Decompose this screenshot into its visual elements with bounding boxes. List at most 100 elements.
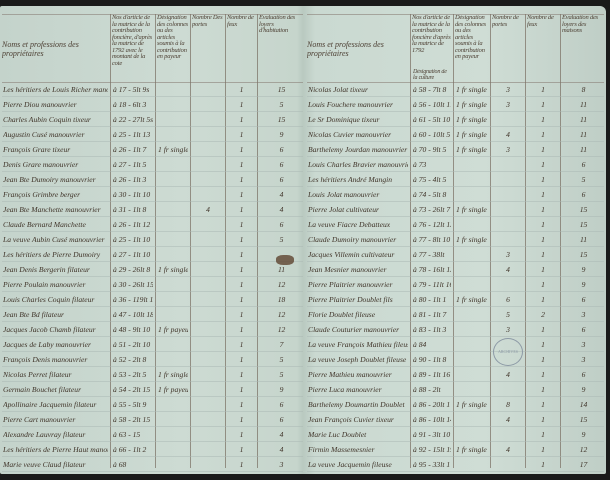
owner-name: La veuve Joseph Doublet fileuse — [308, 355, 407, 364]
doors-count — [193, 324, 223, 335]
article-number: à 79 - 11lt 16 — [413, 280, 451, 289]
hearths-count: 1 — [541, 265, 545, 274]
right-subheader: Désignation de la culture — [413, 69, 447, 81]
hearths-count: 2 — [541, 310, 545, 319]
designation — [456, 159, 488, 170]
ruled-line — [307, 321, 604, 322]
hearths-count: 1 — [541, 205, 545, 214]
doors-count — [193, 369, 223, 380]
owner-name: Les héritiers de Pierre Dumoiry — [3, 250, 101, 259]
ruled-line — [307, 456, 604, 457]
ruled-line — [307, 471, 604, 472]
doors-count — [193, 219, 223, 230]
rent-valuation: 9 — [581, 430, 586, 439]
ruled-line — [2, 471, 303, 472]
designation: 1 fr single — [158, 145, 188, 154]
doors-count — [193, 279, 223, 290]
rent-valuation: 3 — [581, 340, 586, 349]
article-number: à 58 - 2lt 15 — [113, 415, 151, 424]
doors-count — [193, 159, 223, 170]
rent-valuation: 14 — [579, 400, 588, 409]
owner-name: Les héritiers de Pierre Haut manouvrier — [3, 445, 108, 454]
owner-name: Alexandre Lauvray filateur — [3, 430, 86, 439]
hearths-count: 1 — [239, 415, 244, 424]
ruled-line — [307, 216, 604, 217]
column-header: Nombre de feux — [227, 15, 254, 28]
hearths-count: 1 — [541, 235, 545, 244]
owner-name: Jean Mesnier manouvrier — [308, 265, 387, 274]
owner-name: Louis Charles Coquin filateur — [3, 295, 95, 304]
doors-count: 3 — [506, 145, 510, 154]
doors-count — [193, 414, 223, 425]
article-number: à 58 - 7lt 8 — [413, 85, 447, 94]
doors-count — [193, 294, 223, 305]
hearths-count: 1 — [541, 130, 545, 139]
rent-valuation: 4 — [279, 205, 284, 214]
article-number: à 84 — [413, 340, 427, 349]
doors-count — [193, 249, 223, 260]
doors-count — [193, 339, 223, 350]
rent-valuation: 4 — [279, 190, 284, 199]
column-divider — [410, 14, 411, 468]
article-number: à 78 - 16lt 13 — [413, 265, 451, 274]
designation — [158, 279, 188, 290]
rent-valuation: 6 — [279, 160, 284, 169]
hearths-count: 1 — [239, 445, 244, 454]
article-number: à 75 - 4lt 5 — [413, 175, 447, 184]
rent-valuation: 15 — [277, 85, 286, 94]
hearths-count: 1 — [239, 100, 244, 109]
ruled-line — [2, 171, 303, 172]
column-header: Nos d'article de la matrice de la contri… — [112, 15, 152, 67]
ruled-line — [307, 351, 604, 352]
hearths-count: 1 — [541, 415, 545, 424]
rent-valuation: 5 — [279, 100, 284, 109]
column-divider — [155, 14, 156, 468]
hearths-count: 1 — [239, 130, 244, 139]
article-number: à 83 - 1lt 3 — [413, 325, 447, 334]
ruled-line — [307, 366, 604, 367]
ruled-line — [2, 426, 303, 427]
ruled-line — [307, 246, 604, 247]
owner-name: Pierre Diou manouvrier — [3, 100, 77, 109]
article-number: à 90 - 1lt 8 — [413, 355, 447, 364]
designation — [158, 219, 188, 230]
doors-count — [193, 84, 223, 95]
rent-valuation: 7 — [279, 340, 284, 349]
rent-valuation: 6 — [279, 145, 284, 154]
column-header: Nombre Des portes — [192, 15, 223, 28]
doors-count — [493, 174, 523, 185]
designation — [456, 459, 488, 470]
hearths-count: 1 — [541, 370, 545, 379]
article-number: à 51 - 2lt 10 — [113, 340, 151, 349]
article-number: à 27 - 1lt 5 — [113, 160, 147, 169]
owner-name: Apollinaire Jacquemin filateur — [3, 400, 97, 409]
hearths-count: 1 — [239, 220, 244, 229]
hearths-count: 1 — [541, 115, 545, 124]
doors-count — [493, 189, 523, 200]
hearths-count: 1 — [541, 250, 545, 259]
document-sheet: Noms et professions des propriétaires Nos… — [0, 6, 606, 474]
designation — [158, 114, 188, 125]
owner-name: François Denis manouvrier — [3, 355, 88, 364]
designation — [456, 249, 488, 260]
owner-name: Pierre Jolat cultivateur — [308, 205, 379, 214]
hearths-count: 1 — [239, 400, 244, 409]
article-number: à 74 - 5lt 8 — [413, 190, 447, 199]
hearths-count: 1 — [239, 175, 244, 184]
doors-count — [193, 114, 223, 125]
ruled-line — [2, 366, 303, 367]
ruled-line — [2, 381, 303, 382]
hearths-count: 1 — [541, 340, 545, 349]
designation — [456, 174, 488, 185]
ruled-line — [307, 171, 604, 172]
doors-count — [493, 429, 523, 440]
ruled-line — [307, 261, 604, 262]
hearths-count: 1 — [239, 115, 244, 124]
column-header: Nos d'article de la matrice de la contri… — [412, 15, 451, 54]
article-number: à 80 - 1lt 1 — [413, 295, 447, 304]
hearths-count: 1 — [541, 430, 545, 439]
ruled-line — [2, 231, 303, 232]
rent-valuation: 3 — [581, 355, 586, 364]
doors-count — [193, 189, 223, 200]
designation — [158, 129, 188, 140]
